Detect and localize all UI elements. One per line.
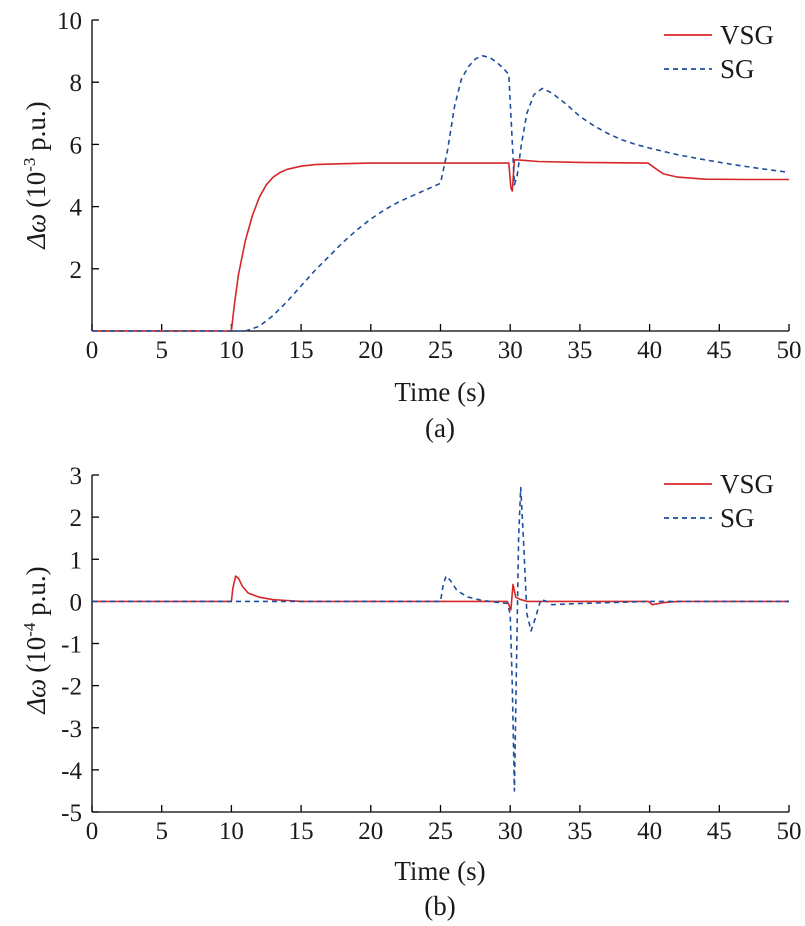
panel-b-y-tick-label: -4 — [61, 758, 82, 785]
panel-a-y-axis-label: Δω (10-3 p.u.) — [20, 101, 51, 249]
panel-a-x-tick-label: 35 — [567, 337, 592, 364]
panel-a-x-tick-label: 10 — [219, 337, 244, 364]
panel-a-y-label-base: (10 — [21, 172, 51, 208]
panel-b-y-tick-label: 2 — [70, 505, 83, 532]
panel-a-x-axis-label: Time (s) — [394, 377, 485, 407]
panel-b-y-label-base: (10 — [21, 637, 51, 673]
panel-a-y-tick-label: 8 — [70, 70, 83, 97]
panel-b-y-tick-label: -2 — [61, 674, 82, 701]
panel-a-y-tick-label: 10 — [57, 8, 82, 35]
panel-a-y-label-suffix: p.u.) — [21, 101, 51, 157]
panel-b-y-tick-label: -5 — [61, 800, 82, 827]
panel-b-x-tick-label: 50 — [777, 818, 802, 845]
panel-a-y-label-symbol: Δω — [21, 214, 51, 250]
panel-b-x-tick-label: 0 — [86, 818, 99, 845]
panel-a-y-tick-label: 2 — [70, 257, 83, 284]
panel-b-y-tick-label: 1 — [70, 547, 83, 574]
panel-b-x-tick-label: 25 — [428, 818, 453, 845]
panel-b-y-tick-label: 0 — [70, 589, 83, 616]
panel-b-legend-label-vsg: VSG — [720, 469, 774, 499]
panel-b-y-axis-label: Δω (10-4 p.u.) — [20, 566, 51, 714]
panel-a-x-tick-label: 5 — [155, 337, 168, 364]
panel-a-y-label-exponent: -3 — [20, 158, 39, 172]
panel-b-y-tick-label: 3 — [70, 463, 83, 490]
panel-a-series-vsg-line — [92, 159, 789, 332]
panel-b-x-tick-label: 30 — [498, 818, 523, 845]
panel-b-series-vsg-line — [92, 575, 789, 611]
panel-b-series-sg-line — [92, 486, 789, 792]
panel-a-x-tick-label: 25 — [428, 337, 453, 364]
panel-b-x-tick-label: 20 — [358, 818, 383, 845]
panel-a-x-tick-label: 30 — [498, 337, 523, 364]
panel-a-x-tick-label: 20 — [358, 337, 383, 364]
panel-a-y-tick-label: 4 — [70, 195, 83, 222]
panel-b-y-label-symbol: Δω — [21, 679, 51, 715]
panel-a-series-sg-line — [92, 55, 790, 332]
panel-b-y-label-exponent: -4 — [20, 622, 39, 637]
panel-b-x-tick-label: 15 — [289, 818, 314, 845]
panel-a-x-tick-label: 50 — [777, 337, 802, 364]
panel-b-y-label-suffix: p.u.) — [21, 566, 51, 622]
panel-a-y-tick-label: 6 — [70, 132, 83, 159]
panel-b-x-tick-label: 10 — [219, 818, 244, 845]
panel-b-y-tick-label: -1 — [61, 632, 82, 659]
panel-a-x-tick-label: 15 — [289, 337, 314, 364]
panel-a-x-tick-label: 40 — [637, 337, 662, 364]
panel-a-caption: (a) — [425, 413, 455, 443]
panel-b-y-tick-label: -3 — [61, 716, 82, 743]
panel-b-plot-area: 0 5 10 15 20 25 30 35 40 45 50 -5 -4 -3 -2 -1 0 1 2 3 VSG SG — [61, 463, 801, 845]
panel-a-legend-label-sg: SG — [720, 54, 755, 84]
panel-b-x-tick-label: 5 — [155, 818, 168, 845]
panel-b-x-axis-label: Time (s) — [394, 856, 485, 886]
panel-a-plot-area: 0 5 10 15 20 25 30 35 40 45 50 2 4 6 8 10 VSG SG — [57, 8, 802, 364]
panel-b-x-tick-label: 40 — [637, 818, 662, 845]
panel-b-caption: (b) — [424, 891, 455, 921]
panel-a-legend-label-vsg: VSG — [720, 20, 774, 50]
panel-b-x-tick-label: 35 — [567, 818, 592, 845]
panel-a-x-tick-label: 45 — [707, 337, 732, 364]
panel-a: 0 5 10 15 20 25 30 35 40 45 50 2 4 6 8 10 VSG SG Time (s)… — [20, 8, 802, 443]
panel-b-x-tick-label: 45 — [707, 818, 732, 845]
panel-b-legend-label-sg: SG — [720, 503, 755, 533]
panel-a-x-tick-label: 0 — [86, 337, 99, 364]
